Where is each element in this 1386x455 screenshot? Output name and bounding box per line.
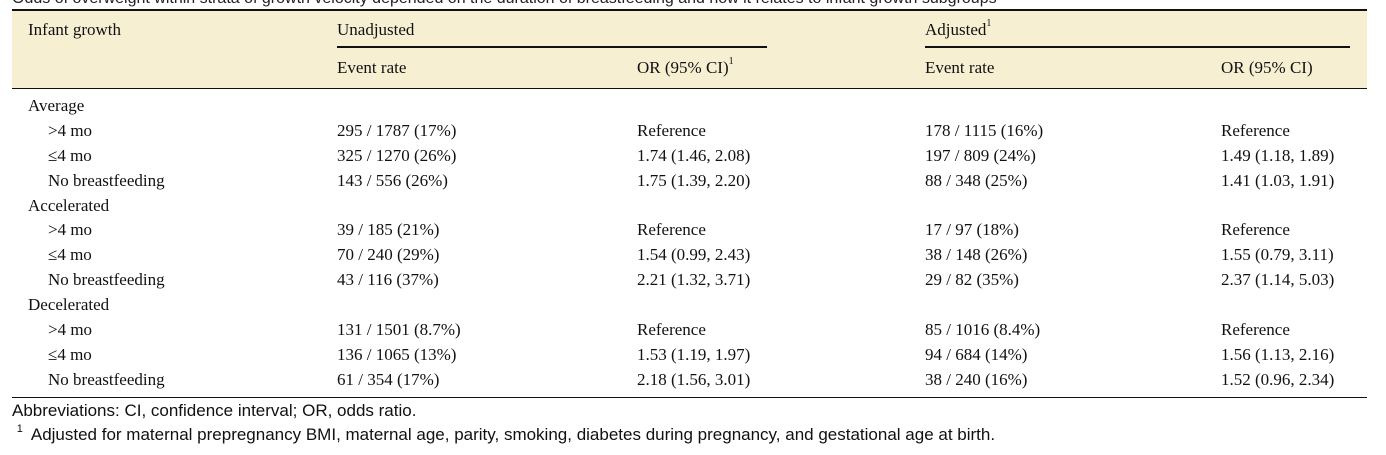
adjusted-group-rule: [925, 46, 1350, 48]
table-row: >4 mo 131 / 1501 (8.7%) Reference 85 / 1…: [12, 318, 1367, 343]
table-row: ≤4 mo 325 / 1270 (26%) 1.74 (1.46, 2.08)…: [12, 144, 1367, 169]
header-group-unadjusted: Unadjusted: [337, 20, 414, 40]
unadjusted-event-rate: 61 / 354 (17%): [337, 369, 440, 389]
unadjusted-event-rate: 295 / 1787 (17%): [337, 120, 457, 140]
unadjusted-event-rate: 131 / 1501 (8.7%): [337, 320, 461, 340]
table-caption: Odds of overweight within strata of grow…: [12, 0, 997, 8]
unadjusted-or: Reference: [637, 220, 706, 240]
footnote-1: 1 Adjusted for maternal prepregnancy BMI,…: [12, 423, 996, 445]
group-label: Decelerated: [28, 295, 110, 315]
row-label: No breastfeeding: [48, 270, 165, 290]
row-label: No breastfeeding: [48, 369, 165, 389]
header-group-adjusted: Adjusted1: [925, 18, 992, 40]
adjusted-event-rate: 38 / 240 (16%): [925, 369, 1028, 389]
table-row: >4 mo 39 / 185 (21%) Reference 17 / 97 (…: [12, 218, 1367, 243]
table-row: ≤4 mo 70 / 240 (29%) 1.54 (0.99, 2.43) 3…: [12, 243, 1367, 268]
results-table: Infant growth Unadjusted Adjusted1 Event…: [12, 9, 1367, 398]
unadjusted-or: 1.74 (1.46, 2.08): [637, 145, 751, 165]
adjusted-event-rate: 38 / 148 (26%): [925, 245, 1028, 265]
unadjusted-event-rate: 136 / 1065 (13%): [337, 344, 457, 364]
group-label: Average: [28, 96, 85, 115]
unadjusted-or: 2.21 (1.32, 3.71): [637, 270, 751, 290]
adjusted-or: 2.37 (1.14, 5.03): [1221, 270, 1335, 290]
header-infant-growth: Infant growth: [28, 20, 122, 39]
adjusted-event-rate: 178 / 1115 (16%): [925, 120, 1044, 140]
unadjusted-or: 1.75 (1.39, 2.20): [637, 170, 751, 190]
header-or-unadjusted-sup: 1: [728, 56, 734, 67]
footnote-text: Adjusted for maternal prepregnancy BMI, …: [30, 425, 996, 444]
adjusted-or: 1.52 (0.96, 2.34): [1221, 369, 1335, 389]
table-notes: Abbreviations: CI, confidence interval; …: [12, 401, 995, 445]
unadjusted-event-rate: 70 / 240 (29%): [337, 245, 440, 265]
group-row-decelerated: Decelerated: [12, 293, 1367, 318]
table-row: >4 mo 295 / 1787 (17%) Reference 178 / 1…: [12, 119, 1367, 144]
row-label: ≤4 mo: [48, 245, 92, 265]
footnote-mark: 1: [16, 423, 23, 435]
header-group-adjusted-sup: 1: [986, 18, 992, 29]
unadjusted-or: Reference: [637, 120, 706, 140]
adjusted-event-rate: 197 / 809 (24%): [925, 145, 1036, 165]
unadjusted-or: Reference: [637, 320, 706, 340]
adjusted-or: 1.56 (1.13, 2.16): [1221, 344, 1335, 364]
header-or-adjusted: OR (95% CI): [1221, 58, 1313, 77]
row-label: ≤4 mo: [48, 344, 92, 364]
table-bottom-rule: [12, 396, 1367, 398]
unadjusted-or: 2.18 (1.56, 3.01): [637, 369, 751, 389]
row-label: >4 mo: [48, 320, 93, 340]
adjusted-or: Reference: [1221, 120, 1290, 140]
row-label: No breastfeeding: [48, 170, 165, 190]
unadjusted-event-rate: 43 / 116 (37%): [337, 270, 439, 290]
header-event-rate-unadjusted: Event rate: [337, 58, 407, 77]
header-or-unadjusted-label: OR (95% CI): [637, 58, 729, 77]
unadjusted-event-rate: 143 / 556 (26%): [337, 170, 448, 190]
table-row: No breastfeeding 43 / 116 (37%) 2.21 (1.…: [12, 268, 1367, 293]
adjusted-or: Reference: [1221, 220, 1290, 240]
table-header: Infant growth Unadjusted Adjusted1 Event…: [12, 9, 1367, 89]
row-label: ≤4 mo: [48, 145, 92, 165]
table-row: No breastfeeding 61 / 354 (17%) 2.18 (1.…: [12, 368, 1367, 393]
group-label: Accelerated: [28, 195, 110, 215]
adjusted-or: 1.41 (1.03, 1.91): [1221, 170, 1335, 190]
adjusted-or: 1.55 (0.79, 3.11): [1221, 245, 1334, 265]
header-group-unadjusted-label: Unadjusted: [337, 20, 415, 39]
group-row-accelerated: Accelerated: [12, 194, 1367, 219]
header-group-adjusted-label: Adjusted: [925, 20, 987, 39]
unadjusted-or: 1.53 (1.19, 1.97): [637, 344, 751, 364]
adjusted-or: 1.49 (1.18, 1.89): [1221, 145, 1335, 165]
abbreviations-note: Abbreviations: CI, confidence interval; …: [12, 401, 417, 420]
row-label: >4 mo: [48, 120, 93, 140]
adjusted-event-rate: 85 / 1016 (8.4%): [925, 320, 1041, 340]
adjusted-event-rate: 29 / 82 (35%): [925, 270, 1019, 290]
header-event-rate-adjusted: Event rate: [925, 58, 995, 77]
table-row: ≤4 mo 136 / 1065 (13%) 1.53 (1.19, 1.97)…: [12, 343, 1367, 368]
adjusted-event-rate: 88 / 348 (25%): [925, 170, 1028, 190]
unadjusted-group-rule: [337, 46, 767, 48]
unadjusted-or: 1.54 (0.99, 2.43): [637, 245, 751, 265]
unadjusted-event-rate: 39 / 185 (21%): [337, 220, 440, 240]
adjusted-event-rate: 94 / 684 (14%): [925, 344, 1028, 364]
adjusted-or: Reference: [1221, 320, 1290, 340]
table-row: No breastfeeding 143 / 556 (26%) 1.75 (1…: [12, 169, 1367, 194]
table-body: Average >4 mo 295 / 1787 (17%) Reference…: [12, 89, 1367, 398]
row-label: >4 mo: [48, 220, 93, 240]
group-row-average: Average: [12, 94, 1367, 119]
header-or-unadjusted: OR (95% CI)1: [637, 56, 734, 78]
adjusted-event-rate: 17 / 97 (18%): [925, 220, 1019, 240]
unadjusted-event-rate: 325 / 1270 (26%): [337, 145, 457, 165]
